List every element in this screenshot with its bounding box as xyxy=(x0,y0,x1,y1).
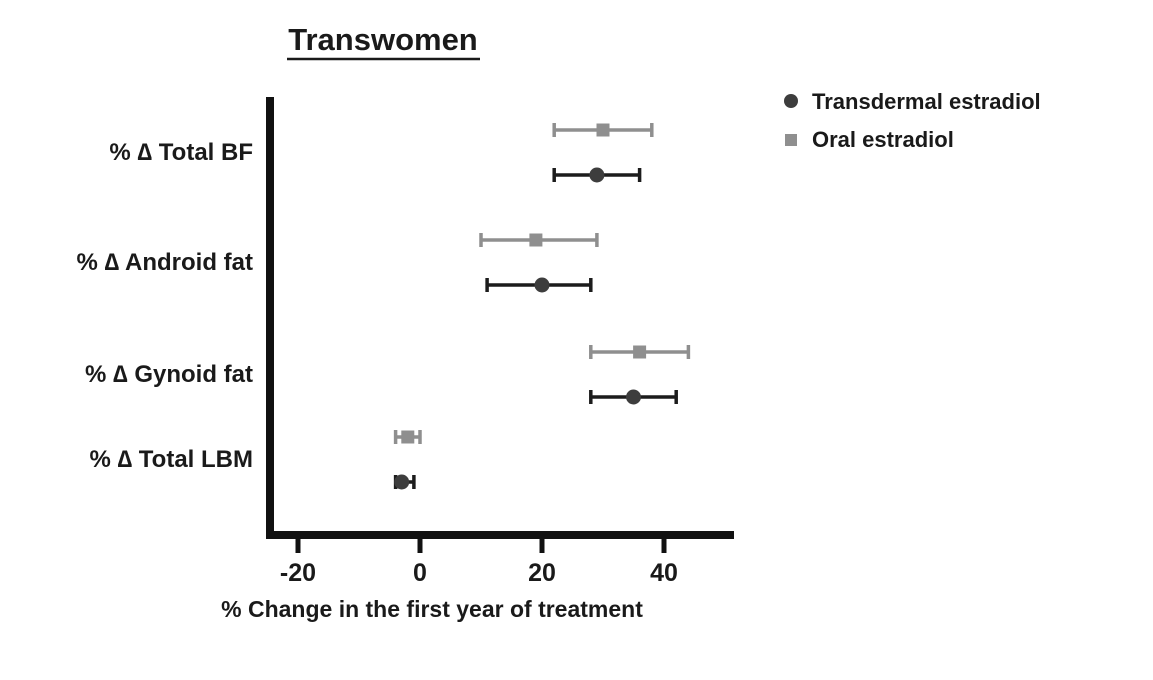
category-label-gynoid-fat: % ∆ Gynoid fat xyxy=(85,361,253,388)
marker-square xyxy=(633,345,647,359)
marker-circle xyxy=(626,389,641,405)
x-tick-label: 0 xyxy=(413,559,427,587)
marker-circle xyxy=(589,167,605,183)
legend-label-oral: Oral estradiol xyxy=(812,127,954,152)
x-tick-label: 20 xyxy=(528,559,556,587)
chart-title: Transwomen xyxy=(288,22,478,57)
marker-square xyxy=(401,430,415,444)
category-label-android-fat: % ∆ Android fat xyxy=(77,249,253,276)
x-tick-label: 40 xyxy=(650,559,678,587)
marker-square xyxy=(596,123,610,137)
plot-data-layer: -20 0 20 40 xyxy=(280,123,691,587)
legend-marker-circle-icon xyxy=(784,94,798,108)
x-axis-label: % Change in the first year of treatment xyxy=(221,596,643,622)
category-label-total-lbm: % ∆ Total LBM xyxy=(89,446,253,473)
category-label-total-bf: % ∆ Total BF xyxy=(109,139,253,166)
x-tick-label: -20 xyxy=(280,559,316,587)
marker-circle xyxy=(394,474,410,490)
legend-label-transdermal: Transdermal estradiol xyxy=(812,89,1041,114)
legend-marker-square-icon xyxy=(785,134,797,146)
legend: Transdermal estradiol Oral estradiol xyxy=(784,89,1041,152)
marker-circle xyxy=(534,277,550,293)
marker-square xyxy=(529,233,543,247)
